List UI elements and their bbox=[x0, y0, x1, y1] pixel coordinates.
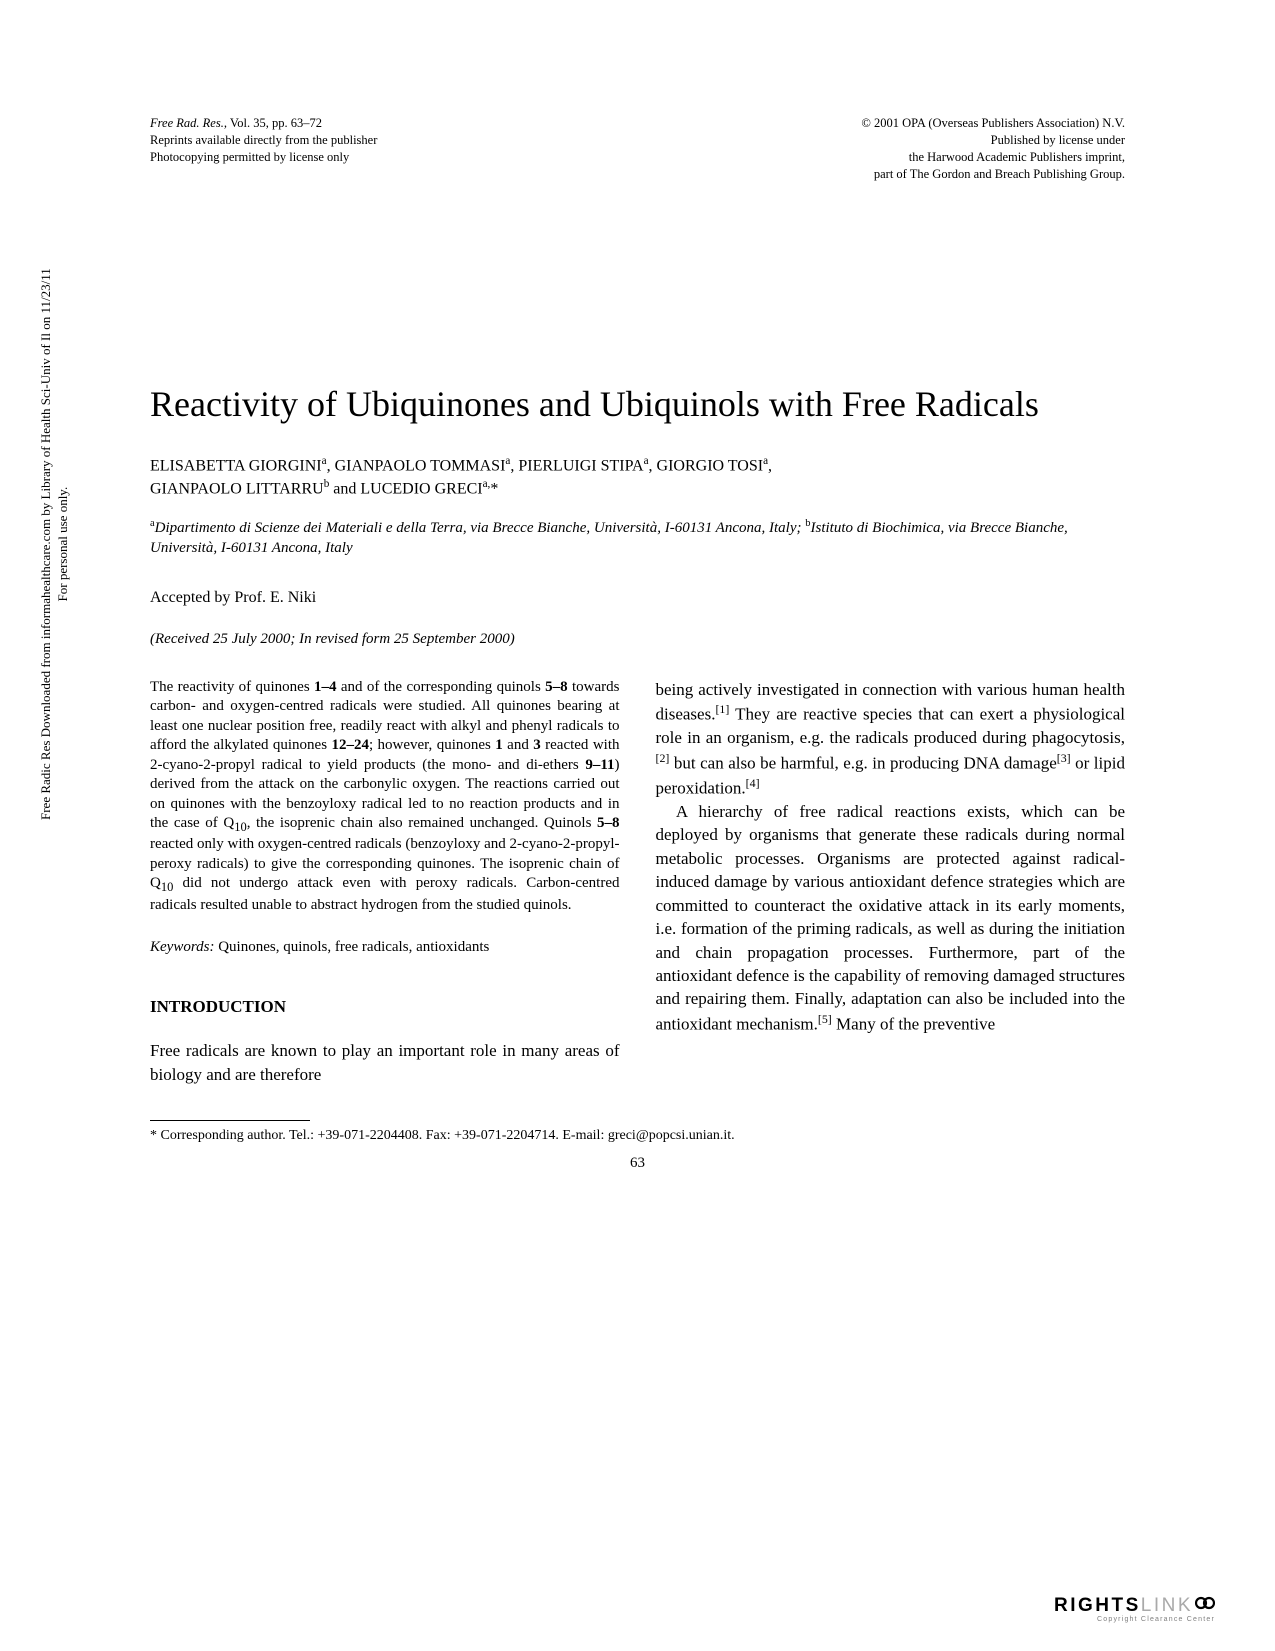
article-title: Reactivity of Ubiquinones and Ubiquinols… bbox=[150, 383, 1125, 426]
rightslink-main: RIGHTSLINK bbox=[1054, 1594, 1215, 1618]
received-line: (Received 25 July 2000; In revised form … bbox=[150, 631, 1125, 648]
affiliations: aDipartimento di Scienze dei Materiali e… bbox=[150, 517, 1125, 559]
page-content: Free Rad. Res., Vol. 35, pp. 63–72 Repri… bbox=[0, 0, 1275, 1222]
abstract-text: The reactivity of quinones 1–4 and of th… bbox=[150, 678, 620, 916]
intro-right: being actively investigated in connectio… bbox=[656, 678, 1126, 1036]
page-header: Free Rad. Res., Vol. 35, pp. 63–72 Repri… bbox=[150, 115, 1125, 183]
right-column: being actively investigated in connectio… bbox=[656, 678, 1126, 1087]
rightslink-badge[interactable]: RIGHTSLINK Copyright Clearance Center bbox=[1054, 1594, 1215, 1623]
rightslink-link: LINK bbox=[1141, 1595, 1193, 1616]
copyright-line3: the Harwood Academic Publishers imprint, bbox=[657, 149, 1125, 166]
header-right: © 2001 OPA (Overseas Publishers Associat… bbox=[657, 115, 1125, 183]
header-photocopy: Photocopying permitted by license only bbox=[150, 149, 618, 166]
page-number: 63 bbox=[150, 1155, 1125, 1172]
rightslink-icon bbox=[1195, 1594, 1215, 1618]
corresponding-author-footnote: * Corresponding author. Tel.: +39-071-22… bbox=[150, 1127, 1125, 1145]
accepted-line: Accepted by Prof. E. Niki bbox=[150, 589, 1125, 607]
section-introduction: INTRODUCTION bbox=[150, 997, 620, 1017]
download-notice-line2: For personal use only. bbox=[55, 487, 70, 602]
rightslink-rights: RIGHTS bbox=[1054, 1595, 1141, 1616]
footnote-rule bbox=[150, 1120, 310, 1121]
intro-left: Free radicals are known to play an impor… bbox=[150, 1039, 620, 1086]
journal-vol: Vol. 35, pp. 63–72 bbox=[227, 116, 322, 130]
copyright-line4: part of The Gordon and Breach Publishing… bbox=[657, 166, 1125, 183]
intro-left-p: Free radicals are known to play an impor… bbox=[150, 1039, 620, 1086]
keywords-line: Keywords: Quinones, quinols, free radica… bbox=[150, 937, 620, 957]
keywords-label: Keywords: bbox=[150, 939, 214, 955]
authors-line: ELISABETTA GIORGINIa, GIANPAOLO TOMMASIa… bbox=[150, 454, 1125, 501]
intro-right-p2: A hierarchy of free radical reactions ex… bbox=[656, 800, 1126, 1036]
download-notice-line1: Free Radic Res Downloaded from informahe… bbox=[38, 268, 53, 820]
copyright-line1: © 2001 OPA (Overseas Publishers Associat… bbox=[657, 115, 1125, 132]
intro-right-p1: being actively investigated in connectio… bbox=[656, 678, 1126, 800]
keywords-text: Quinones, quinols, free radicals, antiox… bbox=[214, 939, 489, 955]
download-notice: Free Radic Res Downloaded from informahe… bbox=[38, 268, 72, 820]
copyright-line2: Published by license under bbox=[657, 132, 1125, 149]
two-column-body: The reactivity of quinones 1–4 and of th… bbox=[150, 678, 1125, 1087]
header-left: Free Rad. Res., Vol. 35, pp. 63–72 Repri… bbox=[150, 115, 618, 183]
left-column: The reactivity of quinones 1–4 and of th… bbox=[150, 678, 620, 1087]
header-reprints: Reprints available directly from the pub… bbox=[150, 132, 618, 149]
journal-name: Free Rad. Res., bbox=[150, 116, 227, 130]
